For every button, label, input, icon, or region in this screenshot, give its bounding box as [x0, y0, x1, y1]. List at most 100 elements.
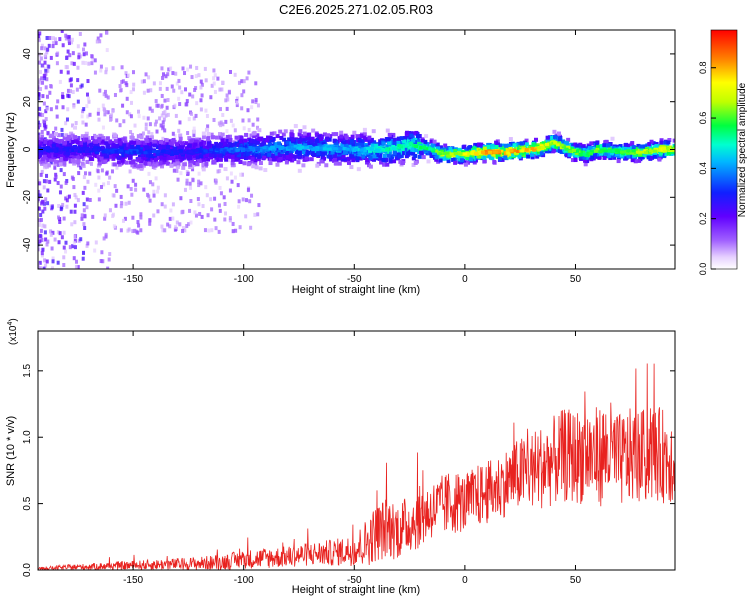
spectrogram-cell [93, 58, 97, 63]
spectrogram-cell [322, 139, 327, 144]
spectrogram-cell [501, 147, 506, 152]
spectrogram-cell [115, 188, 119, 193]
spectrogram-cell [58, 37, 62, 42]
spectrogram-cell [199, 159, 204, 164]
spectrogram-cell [38, 242, 40, 247]
spectrogram-cell [214, 141, 219, 146]
spectrogram-cell [70, 61, 74, 66]
spectrogram-cell [120, 155, 125, 160]
spectrogram-cell [118, 84, 122, 89]
spectrogram-cell [146, 116, 150, 121]
spectrogram-cell [147, 150, 152, 154]
spectrogram-cell [438, 158, 443, 163]
spectrogram-cell [116, 160, 121, 165]
spectrogram-cell [218, 135, 223, 140]
spectrogram-cell [104, 109, 108, 114]
y-tick-label: 0.0 [22, 563, 33, 577]
spectrogram-cell [501, 151, 506, 156]
spectrogram-cell [252, 139, 257, 144]
spectrogram-cell [113, 93, 117, 98]
spectrogram-cell [566, 137, 571, 142]
spectrogram-cell [319, 137, 324, 142]
spectrogram-cell [357, 137, 362, 142]
spectrogram-cell [190, 111, 194, 116]
spectrogram-cell [39, 87, 43, 92]
spectrogram-cell [48, 90, 52, 95]
spectrogram-cell [65, 140, 70, 145]
spectrogram-cell [93, 70, 97, 75]
spectrogram-cell [560, 147, 565, 152]
spectrogram-cell [200, 214, 204, 219]
spectrogram-cell [45, 35, 49, 40]
spectrogram-cell [139, 212, 143, 217]
spectrogram-cell [181, 165, 186, 170]
spectrogram-cell [492, 150, 497, 154]
spectrogram-cell [197, 73, 201, 78]
spectrogram-cell [466, 160, 471, 165]
spectrogram-cell [189, 220, 193, 225]
spectrogram-cell [185, 178, 189, 183]
spectrogram-cell [199, 107, 203, 112]
spectrogram-cell [189, 139, 194, 144]
spectrogram-cell [231, 157, 236, 162]
spectrogram-cell [345, 139, 350, 144]
spectrogram-cell [206, 134, 211, 139]
spectrogram-cell [111, 212, 115, 217]
spectrogram-cell [375, 149, 380, 153]
spectrogram-cell [408, 138, 413, 143]
spectrogram-cell [211, 152, 216, 157]
spectrogram-cell [68, 245, 72, 250]
spectrogram-cell [138, 150, 143, 154]
spectrogram-cell [588, 152, 593, 156]
spectrogram-cell [49, 149, 54, 153]
spectrogram-cell [100, 168, 104, 173]
spectrogram-cell [73, 238, 77, 243]
spectrogram-cell [122, 143, 127, 148]
spectrogram-cell [204, 78, 208, 83]
spectrogram-cell [55, 148, 60, 152]
spectrogram-cell [43, 206, 47, 211]
spectrogram-cell [378, 153, 383, 158]
spectrogram-cell [72, 154, 77, 159]
spectrogram-cell [257, 203, 261, 208]
spectrogram-cell [247, 127, 251, 132]
spectrogram-cell [41, 63, 45, 68]
spectrogram-cell [102, 236, 106, 241]
spectrogram-cell [106, 95, 110, 100]
spectrogram-cell [183, 87, 187, 92]
spectrogram-cell [103, 213, 107, 218]
spectrogram-cell [560, 139, 565, 144]
spectrogram-cell [129, 135, 134, 140]
spectrogram-cell [519, 146, 524, 151]
spectrogram-cell [201, 141, 206, 146]
spectrogram-cell [130, 137, 134, 142]
spectrogram-cell [69, 89, 73, 94]
spectrogram-cell [76, 78, 80, 83]
spectrogram-cell [210, 132, 214, 137]
spectrogram-cell [86, 241, 90, 246]
spectrogram-cell [225, 151, 230, 156]
spectrogram-cell [80, 114, 84, 119]
spectrogram-cell [104, 154, 109, 159]
spectrogram-cell [341, 154, 346, 159]
spectrogram-cell [68, 78, 72, 83]
spectrogram-cell [181, 229, 185, 234]
spectrogram-cell [392, 137, 397, 142]
spectrogram-cell [165, 105, 169, 110]
chart-title: C2E6.2025.271.02.05.R03 [279, 2, 433, 17]
spectrogram-cell [303, 136, 308, 141]
spectrogram-cell [320, 154, 325, 159]
spectrogram-cell [192, 156, 197, 161]
spectrogram-cell [337, 152, 342, 157]
spectrogram-cell [63, 140, 68, 145]
colorbar-label: Normalized spectral amplitude [737, 82, 748, 217]
spectrogram-cell [85, 104, 89, 109]
spectrogram-cell [391, 147, 396, 151]
spectrogram-cell [413, 145, 418, 149]
spectrogram-cell [360, 142, 365, 147]
spectrogram-cell [148, 106, 152, 111]
spectrogram-cell [85, 92, 89, 97]
spectrogram-cell [45, 50, 49, 55]
spectrogram-cell [297, 168, 302, 173]
